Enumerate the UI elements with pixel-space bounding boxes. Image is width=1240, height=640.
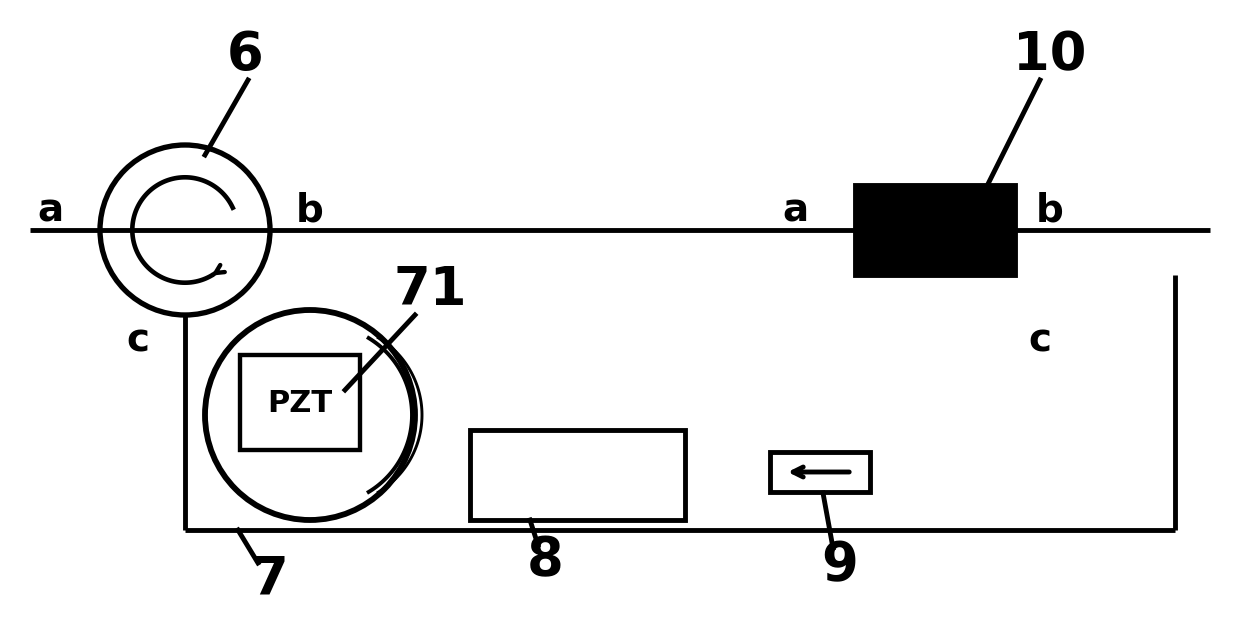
Bar (770, 452, 870, 492)
Circle shape (205, 310, 415, 520)
Bar (856, 185, 1016, 275)
Circle shape (100, 145, 270, 315)
Text: a: a (37, 191, 63, 229)
Text: 9: 9 (822, 539, 858, 591)
Text: b: b (296, 191, 324, 229)
Text: 8: 8 (527, 534, 563, 586)
Text: 7: 7 (252, 554, 289, 606)
Bar (241, 355, 360, 450)
Bar (470, 430, 684, 520)
Text: c: c (126, 321, 150, 359)
Text: 6: 6 (227, 29, 263, 81)
Text: 71: 71 (393, 264, 466, 316)
Text: b: b (1037, 191, 1064, 229)
Text: c: c (1028, 321, 1052, 359)
Text: 10: 10 (1013, 29, 1086, 81)
Text: PZT: PZT (268, 388, 332, 417)
Text: a: a (782, 191, 808, 229)
